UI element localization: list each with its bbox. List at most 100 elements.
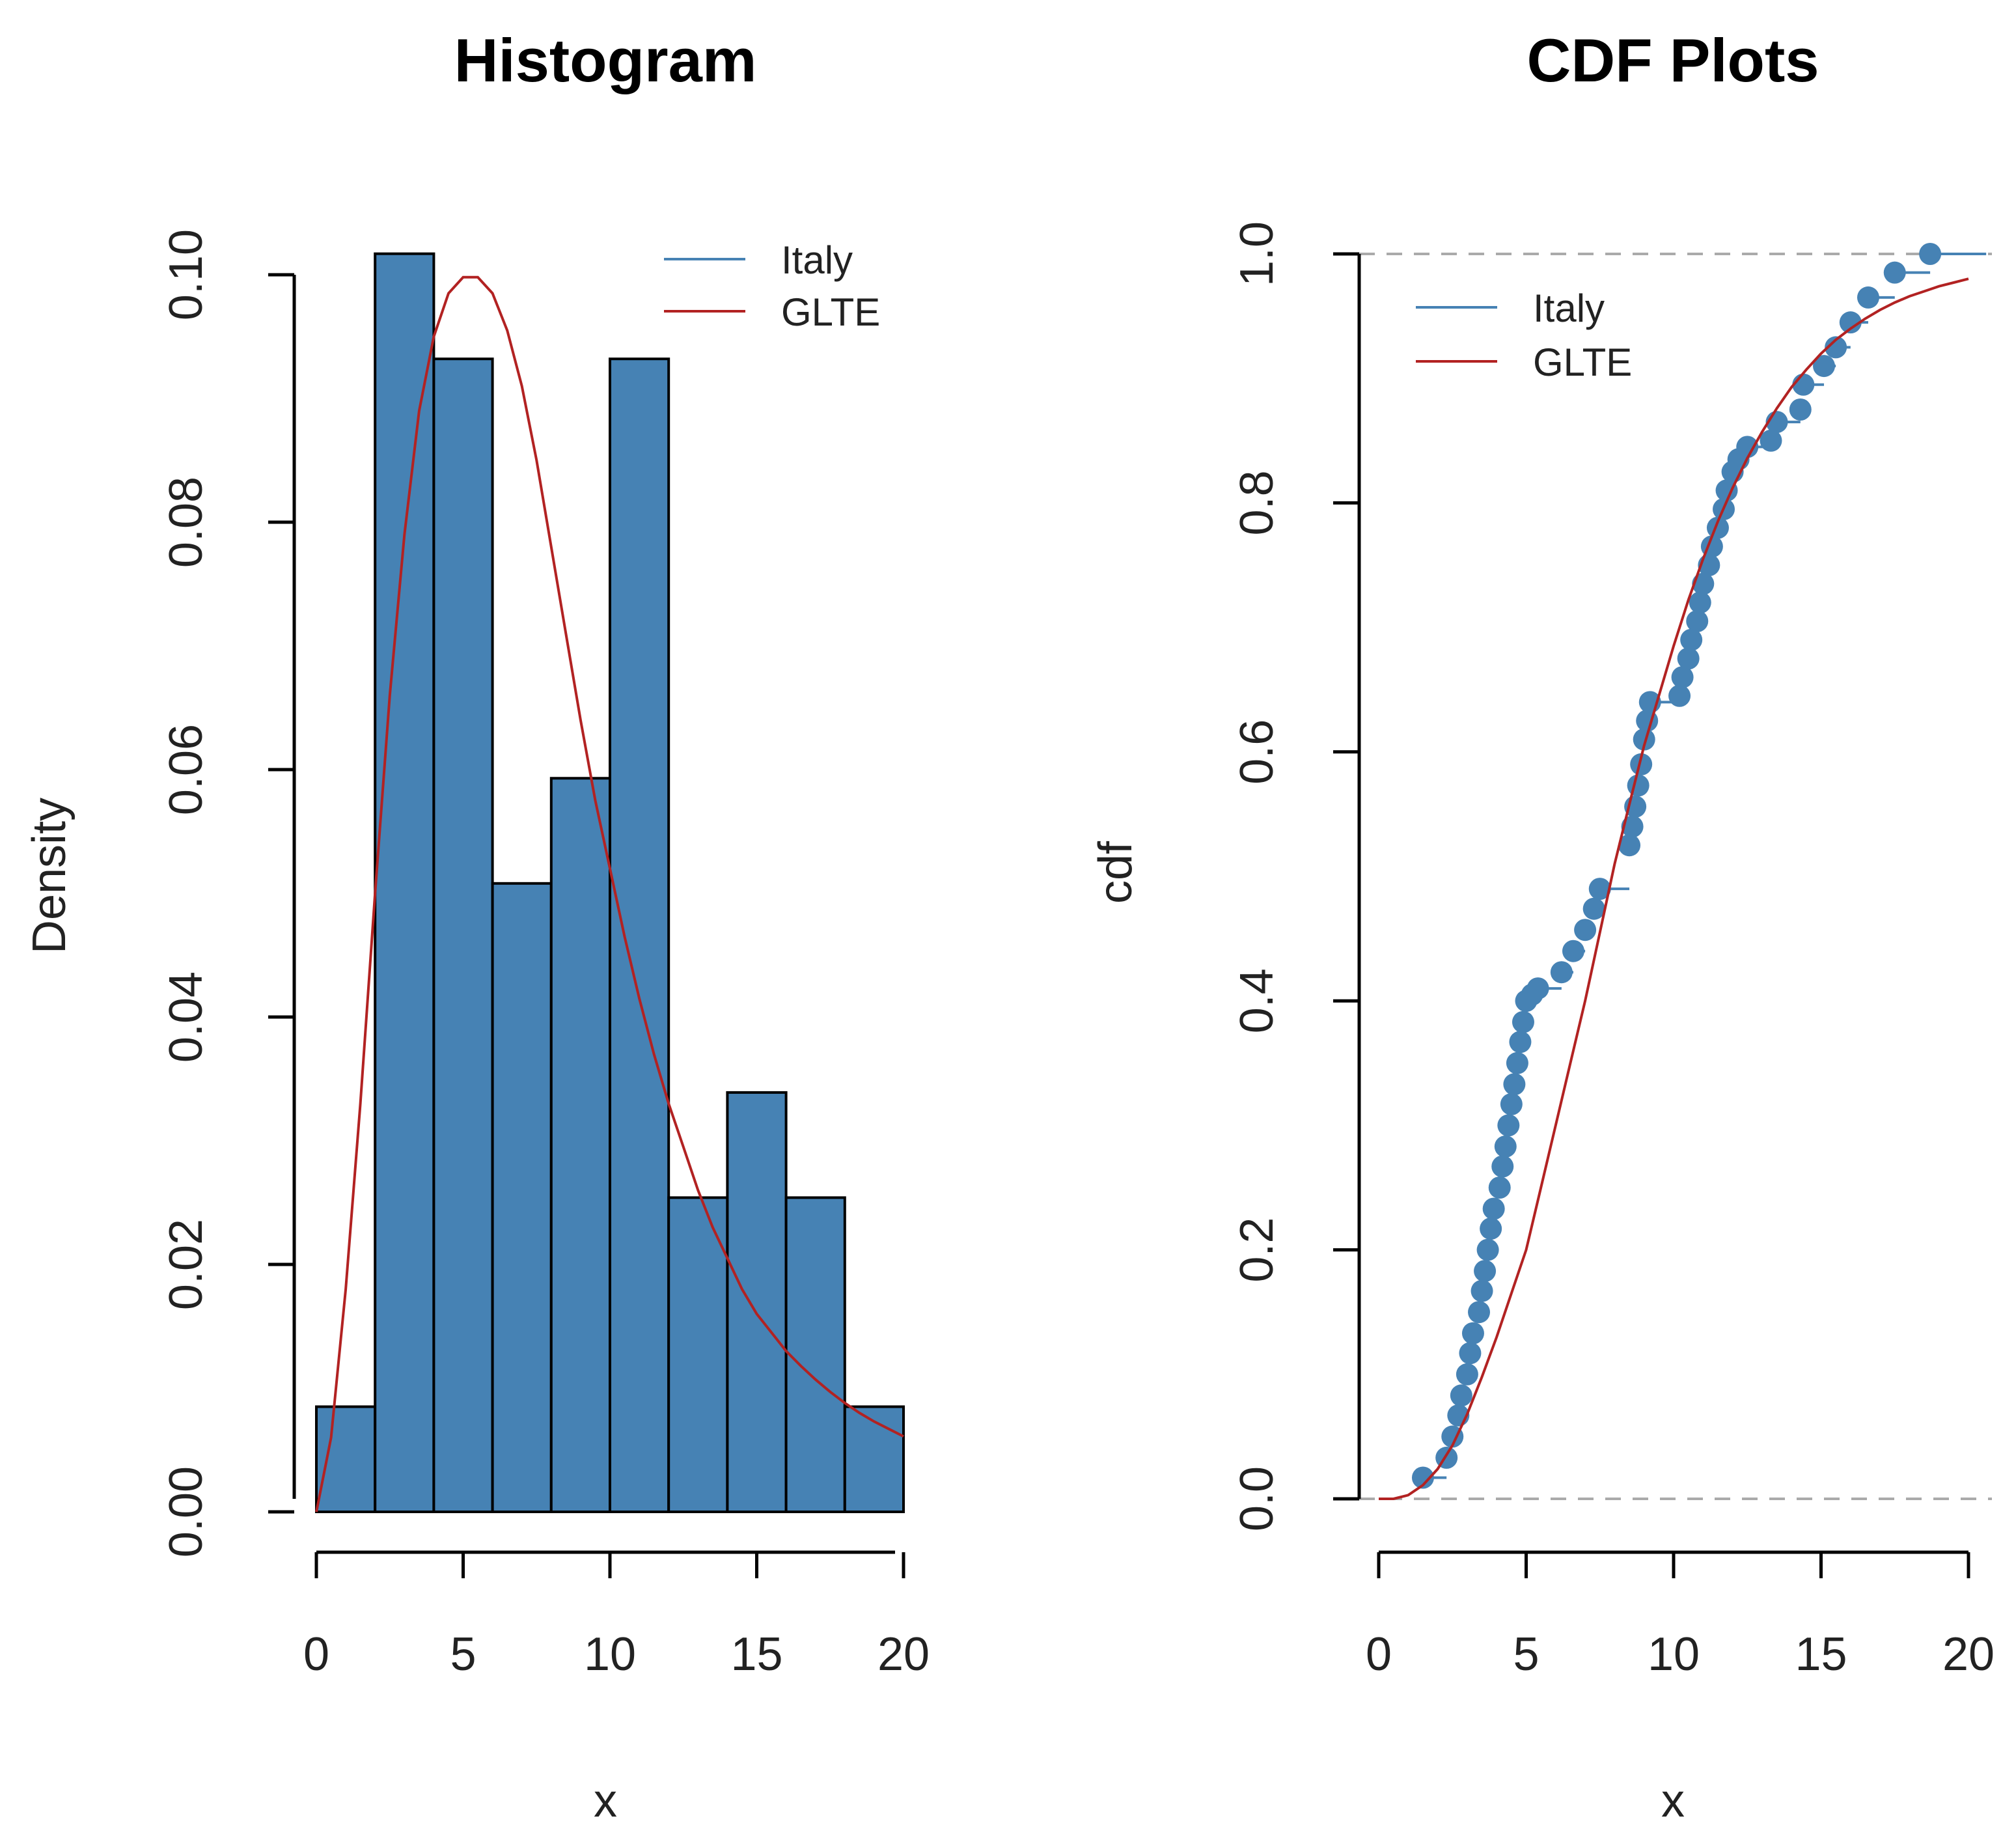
histogram-bar <box>784 1196 846 1514</box>
histogram-y-tick-label: 0.06 <box>160 724 212 815</box>
cdf-y-axis-title: cdf <box>1090 841 1142 904</box>
histogram-y-tick-label: 0.08 <box>160 477 212 568</box>
cdf-ecdf-point <box>1500 1093 1523 1115</box>
cdf-ecdf-point <box>1621 815 1644 838</box>
histogram-y-ticks: 0.00 0.02 0.04 0.06 0.08 0.10 <box>160 229 294 1557</box>
histogram-x-tick-label: 10 <box>584 1628 636 1680</box>
cdf-ecdf-point <box>1512 1011 1534 1033</box>
cdf-legend-label-italy: Italy <box>1533 286 1605 330</box>
histogram-legend-label-glte: GLTE <box>781 290 880 334</box>
cdf-title: CDF Plots <box>1526 26 1819 94</box>
cdf-ecdf-point <box>1627 774 1650 797</box>
cdf-ecdf-point <box>1857 286 1879 309</box>
histogram-x-tick-label: 20 <box>877 1628 930 1680</box>
histogram-x-tick-label: 15 <box>730 1628 782 1680</box>
cdf-ecdf-point <box>1562 940 1584 962</box>
histogram-y-tick-label: 0.10 <box>160 229 212 320</box>
cdf-ecdf-point <box>1526 977 1549 1000</box>
histogram-bar <box>315 1405 377 1513</box>
histogram-bar <box>609 357 670 1514</box>
histogram-y-tick-label: 0.00 <box>160 1466 212 1557</box>
cdf-y-tick-label: 0.2 <box>1231 1218 1283 1283</box>
cdf-y-tick-label: 0.6 <box>1231 719 1283 785</box>
cdf-x-axis-title: x <box>1661 1775 1685 1827</box>
histogram-bar <box>549 777 611 1513</box>
cdf-ecdf-point <box>1494 1135 1517 1158</box>
cdf-ecdf-point <box>1692 572 1715 595</box>
cdf-ecdf-point <box>1677 647 1700 670</box>
histogram-y-axis-title: Density <box>23 798 76 954</box>
histogram-bars <box>315 252 905 1514</box>
cdf-ecdf-point <box>1509 1031 1532 1053</box>
histogram-legend: Italy GLTE <box>664 238 880 334</box>
histogram-y-tick-label: 0.02 <box>160 1219 212 1310</box>
histogram-x-axis-title: x <box>594 1775 617 1827</box>
cdf-ecdf-point <box>1450 1384 1472 1407</box>
histogram-bar <box>667 1196 729 1514</box>
cdf-ecdf-point <box>1574 919 1597 941</box>
cdf-ecdf-point <box>1474 1260 1497 1283</box>
cdf-ecdf-point <box>1760 429 1782 452</box>
cdf-ecdf-point <box>1689 591 1711 614</box>
cdf-ecdf-point <box>1582 897 1605 920</box>
cdf-ecdf-point <box>1839 311 1862 334</box>
histogram-bar <box>432 357 494 1514</box>
cdf-ecdf-point <box>1813 355 1836 378</box>
cdf-y-tick-label: 1.0 <box>1231 221 1283 286</box>
cdf-ecdf-point <box>1736 436 1759 458</box>
cdf-ecdf-point <box>1497 1114 1520 1137</box>
cdf-x-tick-label: 20 <box>1942 1628 1995 1680</box>
cdf-y-ticks: 0.0 0.2 0.4 0.6 0.8 1.0 <box>1231 221 1359 1531</box>
cdf-x-tick-label: 15 <box>1795 1628 1847 1680</box>
cdf-ecdf-point <box>1671 666 1694 689</box>
histogram-x-tick-label: 0 <box>303 1628 329 1680</box>
cdf-ecdf-point <box>1461 1322 1484 1345</box>
cdf-ecdf-point <box>1686 610 1709 633</box>
histogram-bar <box>374 252 435 1514</box>
cdf-ecdf-point <box>1506 1052 1528 1074</box>
cdf-ecdf-point <box>1476 1238 1499 1261</box>
cdf-ecdf-point <box>1630 753 1653 775</box>
cdf-ecdf-point <box>1468 1301 1491 1324</box>
histogram-bar <box>491 882 553 1514</box>
histogram-x-tick-label: 5 <box>450 1628 476 1680</box>
cdf-ecdf-point <box>1488 1177 1511 1199</box>
cdf-ecdf-point <box>1503 1073 1526 1096</box>
cdf-y-tick-label: 0.8 <box>1231 470 1283 535</box>
cdf-ecdf-point <box>1919 243 1942 265</box>
cdf-x-tick-label: 0 <box>1366 1628 1392 1680</box>
cdf-glte-curve <box>1379 277 1969 1500</box>
histogram-y-tick-label: 0.04 <box>160 971 212 1063</box>
cdf-ecdf-point <box>1715 479 1738 502</box>
histogram-panel: Histogram Density x 0.00 0.02 0.04 0.06 0.08… <box>23 26 930 1827</box>
cdf-legend-label-glte: GLTE <box>1533 341 1632 384</box>
cdf-ecdf-point <box>1680 628 1703 651</box>
histogram-x-ticks: 0 5 10 15 20 <box>303 1552 930 1680</box>
cdf-ecdf-point <box>1633 728 1655 751</box>
cdf-y-tick-label: 0.0 <box>1231 1466 1283 1531</box>
histogram-bar <box>726 1091 788 1513</box>
cdf-x-tick-label: 5 <box>1513 1628 1539 1680</box>
cdf-ecdf-point <box>1411 1466 1434 1489</box>
cdf-ecdf-point <box>1491 1155 1514 1178</box>
cdf-ecdf-point <box>1471 1279 1493 1302</box>
histogram-legend-label-italy: Italy <box>781 238 853 282</box>
histogram-bar <box>843 1405 905 1513</box>
cdf-reference-lines <box>1359 253 1992 1500</box>
cdf-ecdf-point <box>1825 336 1847 359</box>
histogram-title: Histogram <box>454 26 757 94</box>
cdf-ecdf-point <box>1668 684 1691 707</box>
cdf-ecdf-point <box>1480 1218 1502 1240</box>
cdf-x-tick-label: 10 <box>1648 1628 1700 1680</box>
cdf-legend: Italy GLTE <box>1416 286 1632 384</box>
cdf-panel: CDF Plots cdf x 0.0 0.2 0.4 0.6 0.8 1.0 0 5 10 1… <box>1090 26 1995 1827</box>
histogram-glte-curve <box>315 275 904 1512</box>
cdf-ecdf-point <box>1456 1363 1478 1386</box>
cdf-ecdf-point <box>1482 1197 1505 1220</box>
cdf-ecdf-point <box>1789 398 1812 421</box>
cdf-ecdf-point <box>1883 261 1906 284</box>
cdf-y-tick-label: 0.4 <box>1231 968 1283 1033</box>
cdf-x-ticks: 0 5 10 15 20 <box>1366 1552 1995 1680</box>
cdf-ecdf-point <box>1792 373 1815 396</box>
